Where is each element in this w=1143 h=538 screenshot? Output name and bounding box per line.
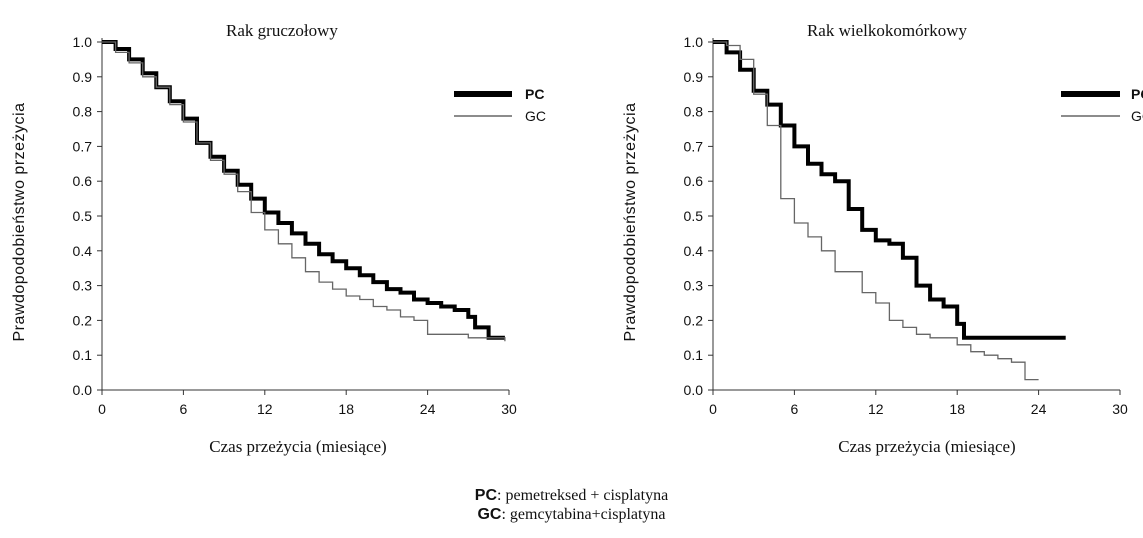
x-tick-label: 6	[791, 401, 799, 417]
gc-abbr: GC	[477, 506, 502, 523]
x-tick-label: 12	[257, 401, 273, 417]
y-tick-label: 0.4	[73, 243, 93, 259]
y-tick-label: 0.3	[684, 278, 704, 294]
x-tick-label: 0	[98, 401, 106, 417]
chart-2: Rak wielkokomórkowy 0.0 0.1 0.2 0.3 0.4 0.5 0.6…	[622, 21, 1143, 456]
x-axis-label: Czas przeżycia (miesiące)	[838, 437, 1015, 456]
legend-label-pc: PC	[1131, 86, 1143, 102]
y-tick-label: 0.7	[73, 138, 93, 154]
x-tick-label: 30	[1112, 401, 1128, 417]
y-tick-label: 0.1	[73, 347, 93, 363]
gc-description: : gemcytabina+cisplatyna	[501, 506, 666, 523]
y-tick-label: 0.0	[73, 382, 93, 398]
legend-label-gc: GC	[525, 108, 546, 124]
y-axis-label: Prawdopodobieństwo przeżycia	[11, 102, 28, 341]
y-tick-label: 0.2	[684, 312, 704, 328]
y-tick-label: 0.1	[684, 347, 704, 363]
y-tick-label: 1.0	[684, 34, 704, 50]
y-tick-label: 0.6	[73, 173, 93, 189]
y-tick-label: 0.8	[684, 104, 704, 120]
pc-abbr: PC	[474, 487, 498, 504]
pc-description: : pemetreksed + cisplatyna	[497, 487, 669, 504]
series-line-pc	[713, 40, 1066, 340]
x-tick-label: 18	[338, 401, 354, 417]
y-axis-label: Prawdopodobieństwo przeżycia	[622, 102, 639, 341]
x-tick-label: 24	[420, 401, 436, 417]
legend-label-gc: GC	[1131, 108, 1143, 124]
y-tick-label: 0.5	[73, 208, 93, 224]
y-tick-label: 0.6	[684, 173, 704, 189]
y-tick-label: 0.2	[73, 312, 93, 328]
x-tick-label: 12	[868, 401, 884, 417]
y-tick-label: 0.9	[73, 69, 93, 85]
y-tick-label: 0.3	[73, 278, 93, 294]
chart-1: Rak gruczołowy 0.0 0.1 0.2 0.3 0.4 0.5 0.6 0.7 0.…	[11, 21, 546, 456]
abbreviation-note: PC: pemetreksed + cisplatyna GC: gemcyta…	[0, 486, 1143, 524]
x-tick-label: 24	[1031, 401, 1047, 417]
y-tick-label: 0.0	[684, 382, 704, 398]
chart-title: Rak gruczołowy	[226, 21, 338, 40]
y-tick-label: 1.0	[73, 34, 93, 50]
y-tick-label: 0.9	[684, 69, 704, 85]
series-line-pc	[102, 40, 505, 340]
y-tick-label: 0.7	[684, 138, 704, 154]
chart-title: Rak wielkokomórkowy	[807, 21, 968, 40]
y-tick-label: 0.4	[684, 243, 704, 259]
legend-label-pc: PC	[525, 86, 544, 102]
y-tick-label: 0.8	[73, 104, 93, 120]
x-tick-label: 30	[501, 401, 517, 417]
series-line-gc	[102, 41, 506, 342]
series-line-gc	[713, 41, 1039, 381]
x-tick-label: 18	[949, 401, 965, 417]
gc-note: GC: gemcytabina+cisplatyna	[0, 505, 1143, 524]
pc-note: PC: pemetreksed + cisplatyna	[0, 486, 1143, 505]
x-tick-label: 6	[180, 401, 188, 417]
y-tick-label: 0.5	[684, 208, 704, 224]
x-axis-label: Czas przeżycia (miesiące)	[209, 437, 386, 456]
x-tick-label: 0	[709, 401, 717, 417]
